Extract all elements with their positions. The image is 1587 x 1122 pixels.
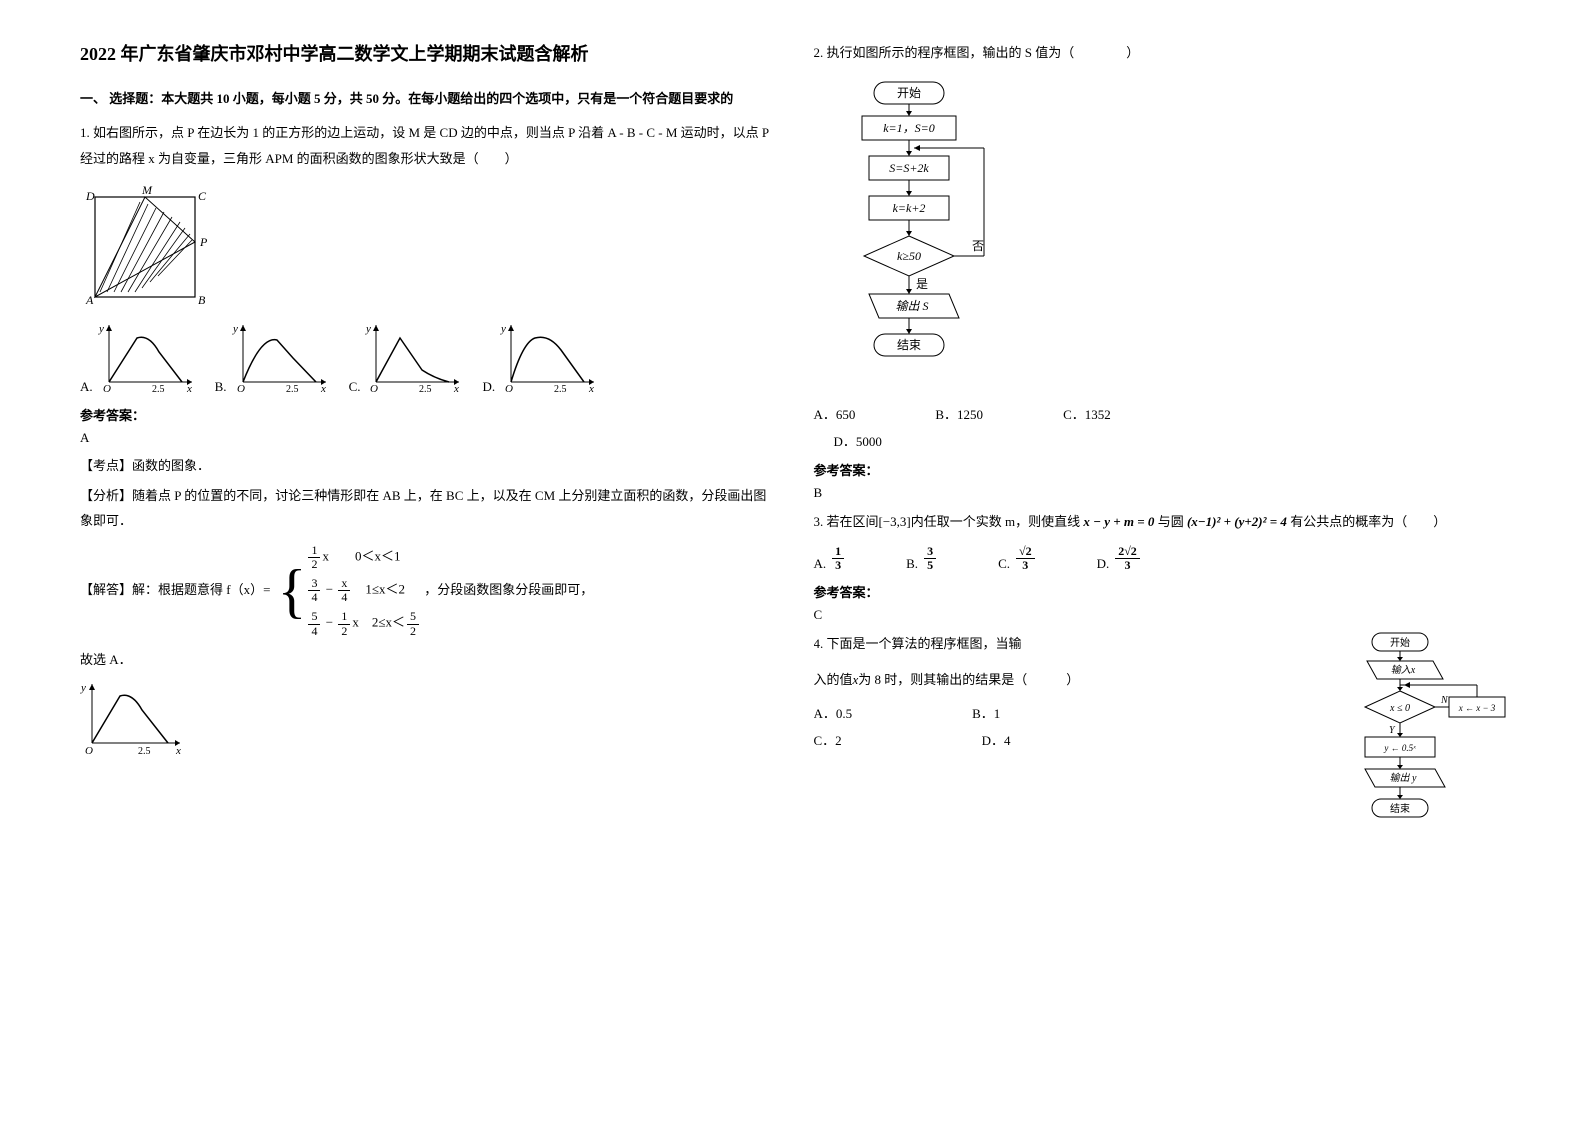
svg-text:S=S+2k: S=S+2k — [889, 161, 929, 175]
q4-opt-a: A．0.5 — [814, 703, 853, 722]
svg-text:N: N — [1440, 695, 1449, 706]
q3-opt-c: C. — [998, 556, 1010, 572]
svg-text:k=1，S=0: k=1，S=0 — [883, 121, 935, 135]
q1-opt-b-label: B. — [215, 379, 227, 395]
svg-text:A: A — [85, 293, 94, 307]
q2-opt-b: B．1250 — [935, 404, 983, 423]
q1-graph-a: O 2.5 x y — [97, 320, 197, 395]
q4-flowchart: 开始 输入x x ≤ 0 N x ← x − 3 Y y ← 0.5ˣ — [1337, 631, 1507, 841]
q2-answer-label: 参考答案： — [814, 460, 1508, 479]
q1-opt-c-label: C. — [349, 379, 361, 395]
q1-graph-d: O 2.5 x y — [499, 320, 599, 395]
svg-text:O: O — [370, 383, 378, 395]
svg-text:输出 S: 输出 S — [895, 299, 928, 313]
q3-answer: C — [814, 607, 1508, 623]
svg-text:x: x — [588, 383, 594, 395]
svg-text:2.5: 2.5 — [138, 746, 151, 757]
q2-opt-c: C．1352 — [1063, 404, 1111, 423]
section-1-header: 一、 选择题：本大题共 10 小题，每小题 5 分，共 50 分。在每小题给出的… — [80, 89, 774, 110]
svg-text:O: O — [103, 383, 111, 395]
q3-opt-b: B. — [906, 556, 918, 572]
svg-text:开始: 开始 — [1390, 636, 1410, 649]
svg-text:y: y — [365, 323, 371, 335]
svg-text:Y: Y — [1389, 725, 1396, 736]
svg-text:O: O — [237, 383, 245, 395]
q1-square-figure: D M C P A B — [80, 182, 230, 312]
q1-answer: A — [80, 430, 774, 446]
q2-options: A．650 B．1250 C．1352 — [814, 404, 1508, 423]
q4-options: A．0.5 B．1 — [814, 703, 1318, 722]
svg-text:开始: 开始 — [896, 86, 920, 100]
q1-options: A. O 2.5 x y B. O 2.5 — [80, 320, 774, 395]
svg-text:y: y — [500, 323, 506, 335]
svg-text:输出 y: 输出 y — [1390, 772, 1418, 784]
svg-text:y: y — [232, 323, 238, 335]
q1-gux: 故选 A． — [80, 648, 774, 673]
q1-answer-label: 参考答案： — [80, 405, 774, 424]
q4-options-2: C．2 D．4 — [814, 730, 1318, 749]
q2-opt-d: D．5000 — [834, 431, 1508, 450]
svg-text:x ← x − 3: x ← x − 3 — [1458, 703, 1496, 713]
q1-opt-d-label: D. — [482, 379, 495, 395]
svg-text:2.5: 2.5 — [152, 384, 165, 395]
svg-text:C: C — [198, 189, 207, 203]
svg-text:输入x: 输入x — [1391, 664, 1416, 676]
q3-opt-d: D. — [1097, 556, 1110, 572]
q1-opt-a-label: A. — [80, 379, 93, 395]
q2-flowchart: 开始 k=1，S=0 S=S+2k k=k+2 k≥50 否 是 — [844, 78, 1024, 388]
svg-text:否: 否 — [972, 239, 984, 253]
svg-text:x: x — [186, 383, 192, 395]
exam-title: 2022 年广东省肇庆市邓村中学高二数学文上学期期末试题含解析 — [80, 40, 774, 69]
q3-stem: 3. 若在区间[−3,3]内任取一个实数 m，则使直线 x − y + m = … — [814, 509, 1508, 535]
svg-text:k=k+2: k=k+2 — [892, 201, 925, 215]
svg-text:2.5: 2.5 — [419, 384, 432, 395]
svg-text:结束: 结束 — [896, 338, 920, 352]
q1-graph-c: O 2.5 x y — [364, 320, 464, 395]
svg-text:是: 是 — [916, 277, 928, 291]
q1-kaodian: 【考点】函数的图象． — [80, 454, 774, 479]
q3-opt-a: A. — [814, 556, 827, 572]
svg-text:D: D — [85, 189, 95, 203]
q1-answer-graph: O 2.5 x y — [80, 678, 190, 758]
svg-text:x ≤ 0: x ≤ 0 — [1389, 703, 1410, 714]
svg-text:y: y — [80, 682, 86, 694]
svg-text:x: x — [320, 383, 326, 395]
q1-fenxi: 【分析】随着点 P 的位置的不同，讨论三种情形即在 AB 上，在 BC 上，以及… — [80, 484, 774, 533]
q2-opt-a: A．650 — [814, 404, 856, 423]
q2-stem: 2. 执行如图所示的程序框图，输出的 S 值为（ ） — [814, 40, 1508, 66]
q4-opt-d: D．4 — [982, 730, 1011, 749]
q2-answer: B — [814, 485, 1508, 501]
q3-answer-label: 参考答案： — [814, 582, 1508, 601]
svg-text:P: P — [199, 235, 208, 249]
svg-text:B: B — [198, 293, 206, 307]
svg-text:y ← 0.5ˣ: y ← 0.5ˣ — [1383, 743, 1416, 753]
svg-text:O: O — [85, 745, 93, 757]
q1-jieda: 【解答】解：根据题意得 f（x）= { 12x 0＜x＜1 34 − x4 1≤… — [80, 540, 774, 642]
svg-text:k≥50: k≥50 — [897, 249, 921, 263]
svg-text:O: O — [505, 383, 513, 395]
svg-text:2.5: 2.5 — [286, 384, 299, 395]
svg-text:M: M — [141, 183, 153, 197]
q1-graph-b: O 2.5 x y — [231, 320, 331, 395]
svg-text:结束: 结束 — [1390, 802, 1410, 815]
svg-text:y: y — [98, 323, 104, 335]
svg-text:2.5: 2.5 — [554, 384, 567, 395]
svg-text:x: x — [175, 745, 181, 757]
svg-text:x: x — [453, 383, 459, 395]
q3-options: A. 13 B. 35 C. √23 D. 2√23 — [814, 545, 1508, 572]
q1-stem: 1. 如右图所示，点 P 在边长为 1 的正方形的边上运动，设 M 是 CD 边… — [80, 120, 774, 172]
q4-opt-b: B．1 — [972, 703, 1000, 722]
q4-opt-c: C．2 — [814, 730, 842, 749]
